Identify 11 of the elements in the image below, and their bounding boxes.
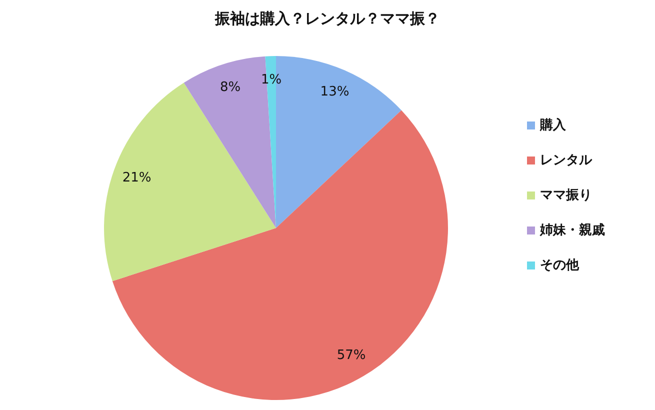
legend-label: レンタル [540, 153, 593, 168]
data-label: 13% [320, 84, 350, 100]
legend-label: 姉妹・親戚 [539, 222, 605, 238]
data-label: 21% [122, 170, 152, 186]
legend-label: その他 [540, 258, 580, 273]
data-label: 1% [261, 72, 282, 88]
data-label: 8% [220, 80, 241, 95]
chart-title: 振袖は購入？レンタル？ママ振？ [214, 10, 440, 28]
data-label: 57% [336, 348, 366, 363]
legend-label: 購入 [539, 117, 567, 133]
legend-label: ママ振り [540, 188, 592, 203]
